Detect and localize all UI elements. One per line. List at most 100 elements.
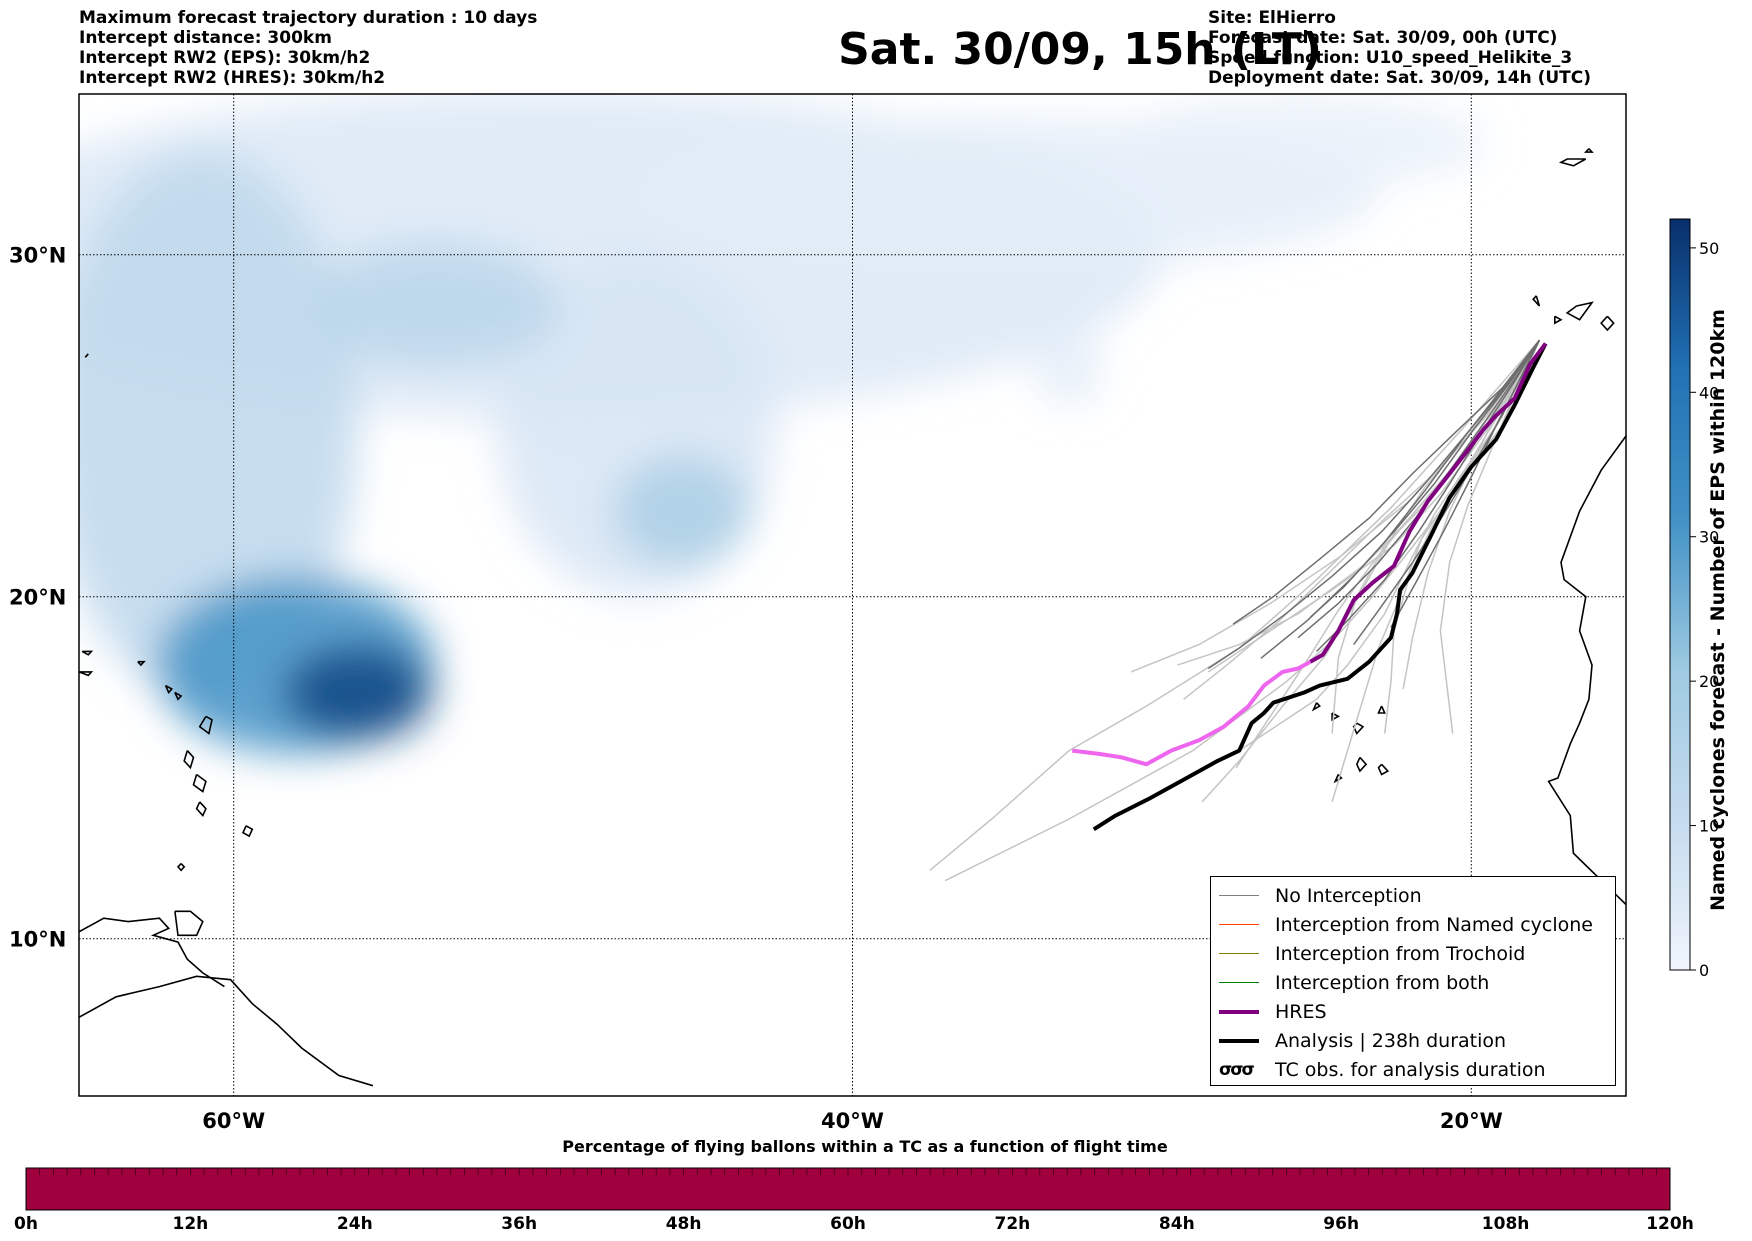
trajectory-no-interception <box>1177 339 1541 666</box>
trajectory-no-interception <box>1207 339 1541 673</box>
legend-swatch <box>1219 982 1259 983</box>
trajectory-eps <box>1316 339 1541 652</box>
hres-track-late <box>1071 659 1312 767</box>
eps-trajectories <box>1207 339 1541 670</box>
coastline <box>79 975 374 1087</box>
cyclone-density-layer <box>79 94 1487 755</box>
legend-no-interception: No Interception <box>1219 881 1615 910</box>
colorbar-tick-label: 20 <box>1699 672 1719 691</box>
colorbar-tick-label: 40 <box>1699 383 1719 402</box>
coastline <box>174 910 204 937</box>
flight-time-bar-title: Percentage of flying ballons within a TC… <box>562 1137 1168 1156</box>
legend-hres: HRES <box>1219 997 1615 1026</box>
density-blob <box>311 244 559 368</box>
coastline <box>176 862 186 872</box>
flight-time-tick-label: 48h <box>665 1214 702 1234</box>
coastline <box>1331 712 1340 722</box>
trajectory-eps <box>1207 339 1541 670</box>
hres-trajectory <box>1071 342 1548 767</box>
trajectory-no-interception <box>1161 339 1541 793</box>
flight-time-tick-label: 84h <box>1158 1214 1195 1234</box>
map-legend: No Interception Interception from Named … <box>1210 876 1616 1086</box>
legend-label: Analysis | 238h duration <box>1275 1029 1507 1052</box>
coastline <box>81 650 94 656</box>
coastline <box>79 917 225 988</box>
coastline <box>1642 306 1661 323</box>
coastline <box>195 801 207 818</box>
density-blob <box>1115 97 1487 187</box>
colorbar <box>1669 218 1691 971</box>
trajectory-no-interception <box>944 339 1541 882</box>
flight-time-tick-label: 96h <box>1323 1214 1360 1234</box>
legend-named-cyclone: Interception from Named cyclone <box>1219 910 1615 939</box>
coastline <box>198 715 213 735</box>
coastline <box>137 660 146 667</box>
deployment-date-text: Deployment date: Sat. 30/09, 14h (UTC) <box>1208 68 1592 88</box>
flight-time-tick-label: 120h <box>1646 1214 1694 1234</box>
coastlines <box>79 148 1661 1087</box>
colorbar-tick-label: 30 <box>1699 528 1719 547</box>
trajectory-no-interception <box>1383 339 1541 734</box>
intercept-hres-text: Intercept RW2 (HRES): 30km/h2 <box>79 68 386 88</box>
coastline <box>1554 315 1563 325</box>
axis-labels: 60°W 40°W 20°W 30°N 20°N 10°N <box>9 244 1503 1133</box>
map-frame <box>78 93 1627 1097</box>
coastline <box>192 773 207 793</box>
density-blob <box>1035 336 1104 406</box>
legend-swatch <box>1219 1009 1259 1014</box>
trajectory-no-interception <box>929 339 1540 871</box>
forecast-date-text: Forecast date: Sat. 30/09, 00h (UTC) <box>1208 28 1558 48</box>
colorbar-tick-label: 0 <box>1699 961 1709 980</box>
trajectory-no-interception <box>1331 339 1541 734</box>
legend-label: No Interception <box>1275 884 1422 907</box>
trajectory-no-interception <box>1439 339 1541 734</box>
legend-label: Interception from both <box>1275 971 1490 994</box>
header-left: Maximum forecast trajectory duration : 1… <box>79 8 537 88</box>
analysis-track <box>1092 342 1548 831</box>
legend-trochoid: Interception from Trochoid <box>1219 939 1615 968</box>
coastline <box>183 750 195 770</box>
analysis-trajectory <box>1092 342 1548 831</box>
flight-time-tick-label: 12h <box>172 1214 209 1234</box>
coastline <box>1377 763 1390 776</box>
trajectory-eps <box>1353 339 1541 646</box>
legend-swatch <box>1219 953 1259 954</box>
density-blob <box>614 456 751 566</box>
colorbar-tick-label: 50 <box>1699 239 1719 258</box>
legend-label: Interception from Named cyclone <box>1275 913 1593 936</box>
trajectory-eps <box>1297 339 1541 639</box>
tc-obs-icon: σσσ <box>1219 1059 1255 1080</box>
speed-function-text: Speed function: U10_speed_Helikite_3 <box>1208 48 1573 68</box>
density-blob <box>79 152 358 700</box>
flight-time-tick-label: 60h <box>830 1214 866 1234</box>
map-title: Sat. 30/09, 15h (LT) <box>838 24 1322 75</box>
legend-label: HRES <box>1275 1000 1327 1023</box>
flight-time-tick-label: 24h <box>336 1214 373 1234</box>
trajectory-eps <box>1232 339 1540 625</box>
hres-track-early <box>1309 342 1548 664</box>
flight-time-bar-ticks <box>25 1168 1671 1175</box>
latitude-label: 10°N <box>9 928 66 952</box>
trajectory-eps <box>1309 339 1540 618</box>
latitude-label: 20°N <box>9 586 66 610</box>
legend-tc-obs: σσσ TC obs. for analysis duration <box>1219 1055 1615 1084</box>
longitude-label: 40°W <box>821 1109 884 1133</box>
flight-time-tick-label: 108h <box>1481 1214 1530 1234</box>
latitude-label: 30°N <box>9 244 66 268</box>
colorbar-ticks: 0 10 20 30 40 50 <box>1690 239 1719 980</box>
density-blob <box>283 644 432 741</box>
trajectory-no-interception <box>1183 339 1541 700</box>
colorbar-tick-label: 10 <box>1699 817 1719 836</box>
max-duration-text: Maximum forecast trajectory duration : 1… <box>79 8 538 28</box>
legend-swatch <box>1219 895 1259 896</box>
coastline <box>1532 295 1541 307</box>
longitude-label: 20°W <box>1440 1109 1503 1133</box>
intercept-distance-text: Intercept distance: 300km <box>79 28 332 48</box>
coastline <box>84 353 89 358</box>
coastline <box>1547 435 1626 906</box>
coastline <box>241 825 254 838</box>
coastline <box>1600 315 1615 332</box>
flight-time-tick-label: 72h <box>994 1214 1031 1234</box>
colorbar-label: Named cyclones forecast - Number of EPS … <box>1707 309 1729 911</box>
